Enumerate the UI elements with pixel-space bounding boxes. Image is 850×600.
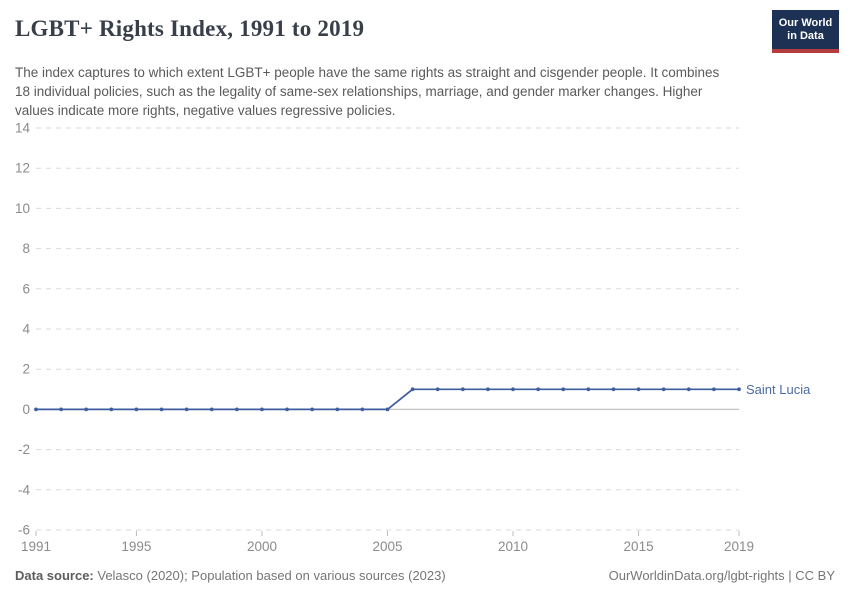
data-point <box>84 407 89 412</box>
series-end-label: Saint Lucia <box>746 382 811 397</box>
data-point <box>636 387 641 392</box>
data-point <box>561 387 566 392</box>
data-point <box>134 407 139 412</box>
y-axis-tick-label: -4 <box>18 482 30 497</box>
y-axis-tick-label: -6 <box>18 523 30 538</box>
data-point <box>209 407 214 412</box>
y-axis-tick-label: 2 <box>22 362 30 377</box>
data-point <box>460 387 465 392</box>
data-point <box>159 407 164 412</box>
data-source-note: Data source: Velasco (2020); Population … <box>15 568 446 583</box>
owid-logo[interactable]: Our World in Data <box>772 10 839 53</box>
data-point <box>611 387 616 392</box>
chart-footer: Data source: Velasco (2020); Population … <box>15 568 835 583</box>
x-axis-tick-label: 2015 <box>624 539 654 554</box>
data-point <box>234 407 239 412</box>
x-axis-tick-label: 2005 <box>372 539 402 554</box>
data-source-text: Velasco (2020); Population based on vari… <box>93 568 446 583</box>
data-point <box>109 407 114 412</box>
data-point <box>486 387 490 392</box>
x-axis-tick-label: 1995 <box>121 539 151 554</box>
owid-citation-link[interactable]: OurWorldinData.org/lgbt-rights | CC BY <box>608 568 835 583</box>
x-axis-tick-label: 2000 <box>247 539 277 554</box>
y-axis-tick-label: -2 <box>18 442 30 457</box>
data-point <box>686 387 691 392</box>
data-point <box>737 387 741 392</box>
y-axis-tick-label: 6 <box>22 281 30 296</box>
data-point <box>711 387 716 392</box>
y-axis-tick-label: 14 <box>15 121 31 136</box>
chart-subtitle: The index captures to which extent LGBT+… <box>15 65 720 118</box>
data-point <box>661 387 666 392</box>
y-axis-tick-label: 0 <box>22 402 30 417</box>
data-source-label: Data source: <box>15 568 94 583</box>
data-point <box>435 387 440 392</box>
page-title: LGBT+ Rights Index, 1991 to 2019 <box>15 16 365 41</box>
data-point <box>335 407 340 412</box>
x-axis-tick-label: 1991 <box>21 539 51 554</box>
x-axis-tick-label: 2019 <box>724 539 754 554</box>
y-axis-tick-label: 12 <box>15 161 30 176</box>
data-point <box>536 387 541 392</box>
data-point <box>59 407 64 412</box>
data-point <box>285 407 289 412</box>
owid-logo-line2: in Data <box>787 30 824 42</box>
data-point <box>310 407 315 412</box>
data-point <box>184 407 189 412</box>
data-point <box>360 407 365 412</box>
data-point <box>410 387 415 392</box>
data-point <box>511 387 515 392</box>
series-line <box>36 388 739 411</box>
y-axis-tick-label: 10 <box>15 201 30 216</box>
x-axis-tick-label: 2010 <box>498 539 528 554</box>
data-point <box>260 407 264 412</box>
y-axis-tick-label: 8 <box>22 241 30 256</box>
data-point <box>385 407 390 412</box>
owid-logo-line1: Our World <box>778 17 833 29</box>
data-point <box>586 387 591 392</box>
data-point <box>34 407 38 412</box>
y-axis-tick-label: 4 <box>22 322 30 337</box>
